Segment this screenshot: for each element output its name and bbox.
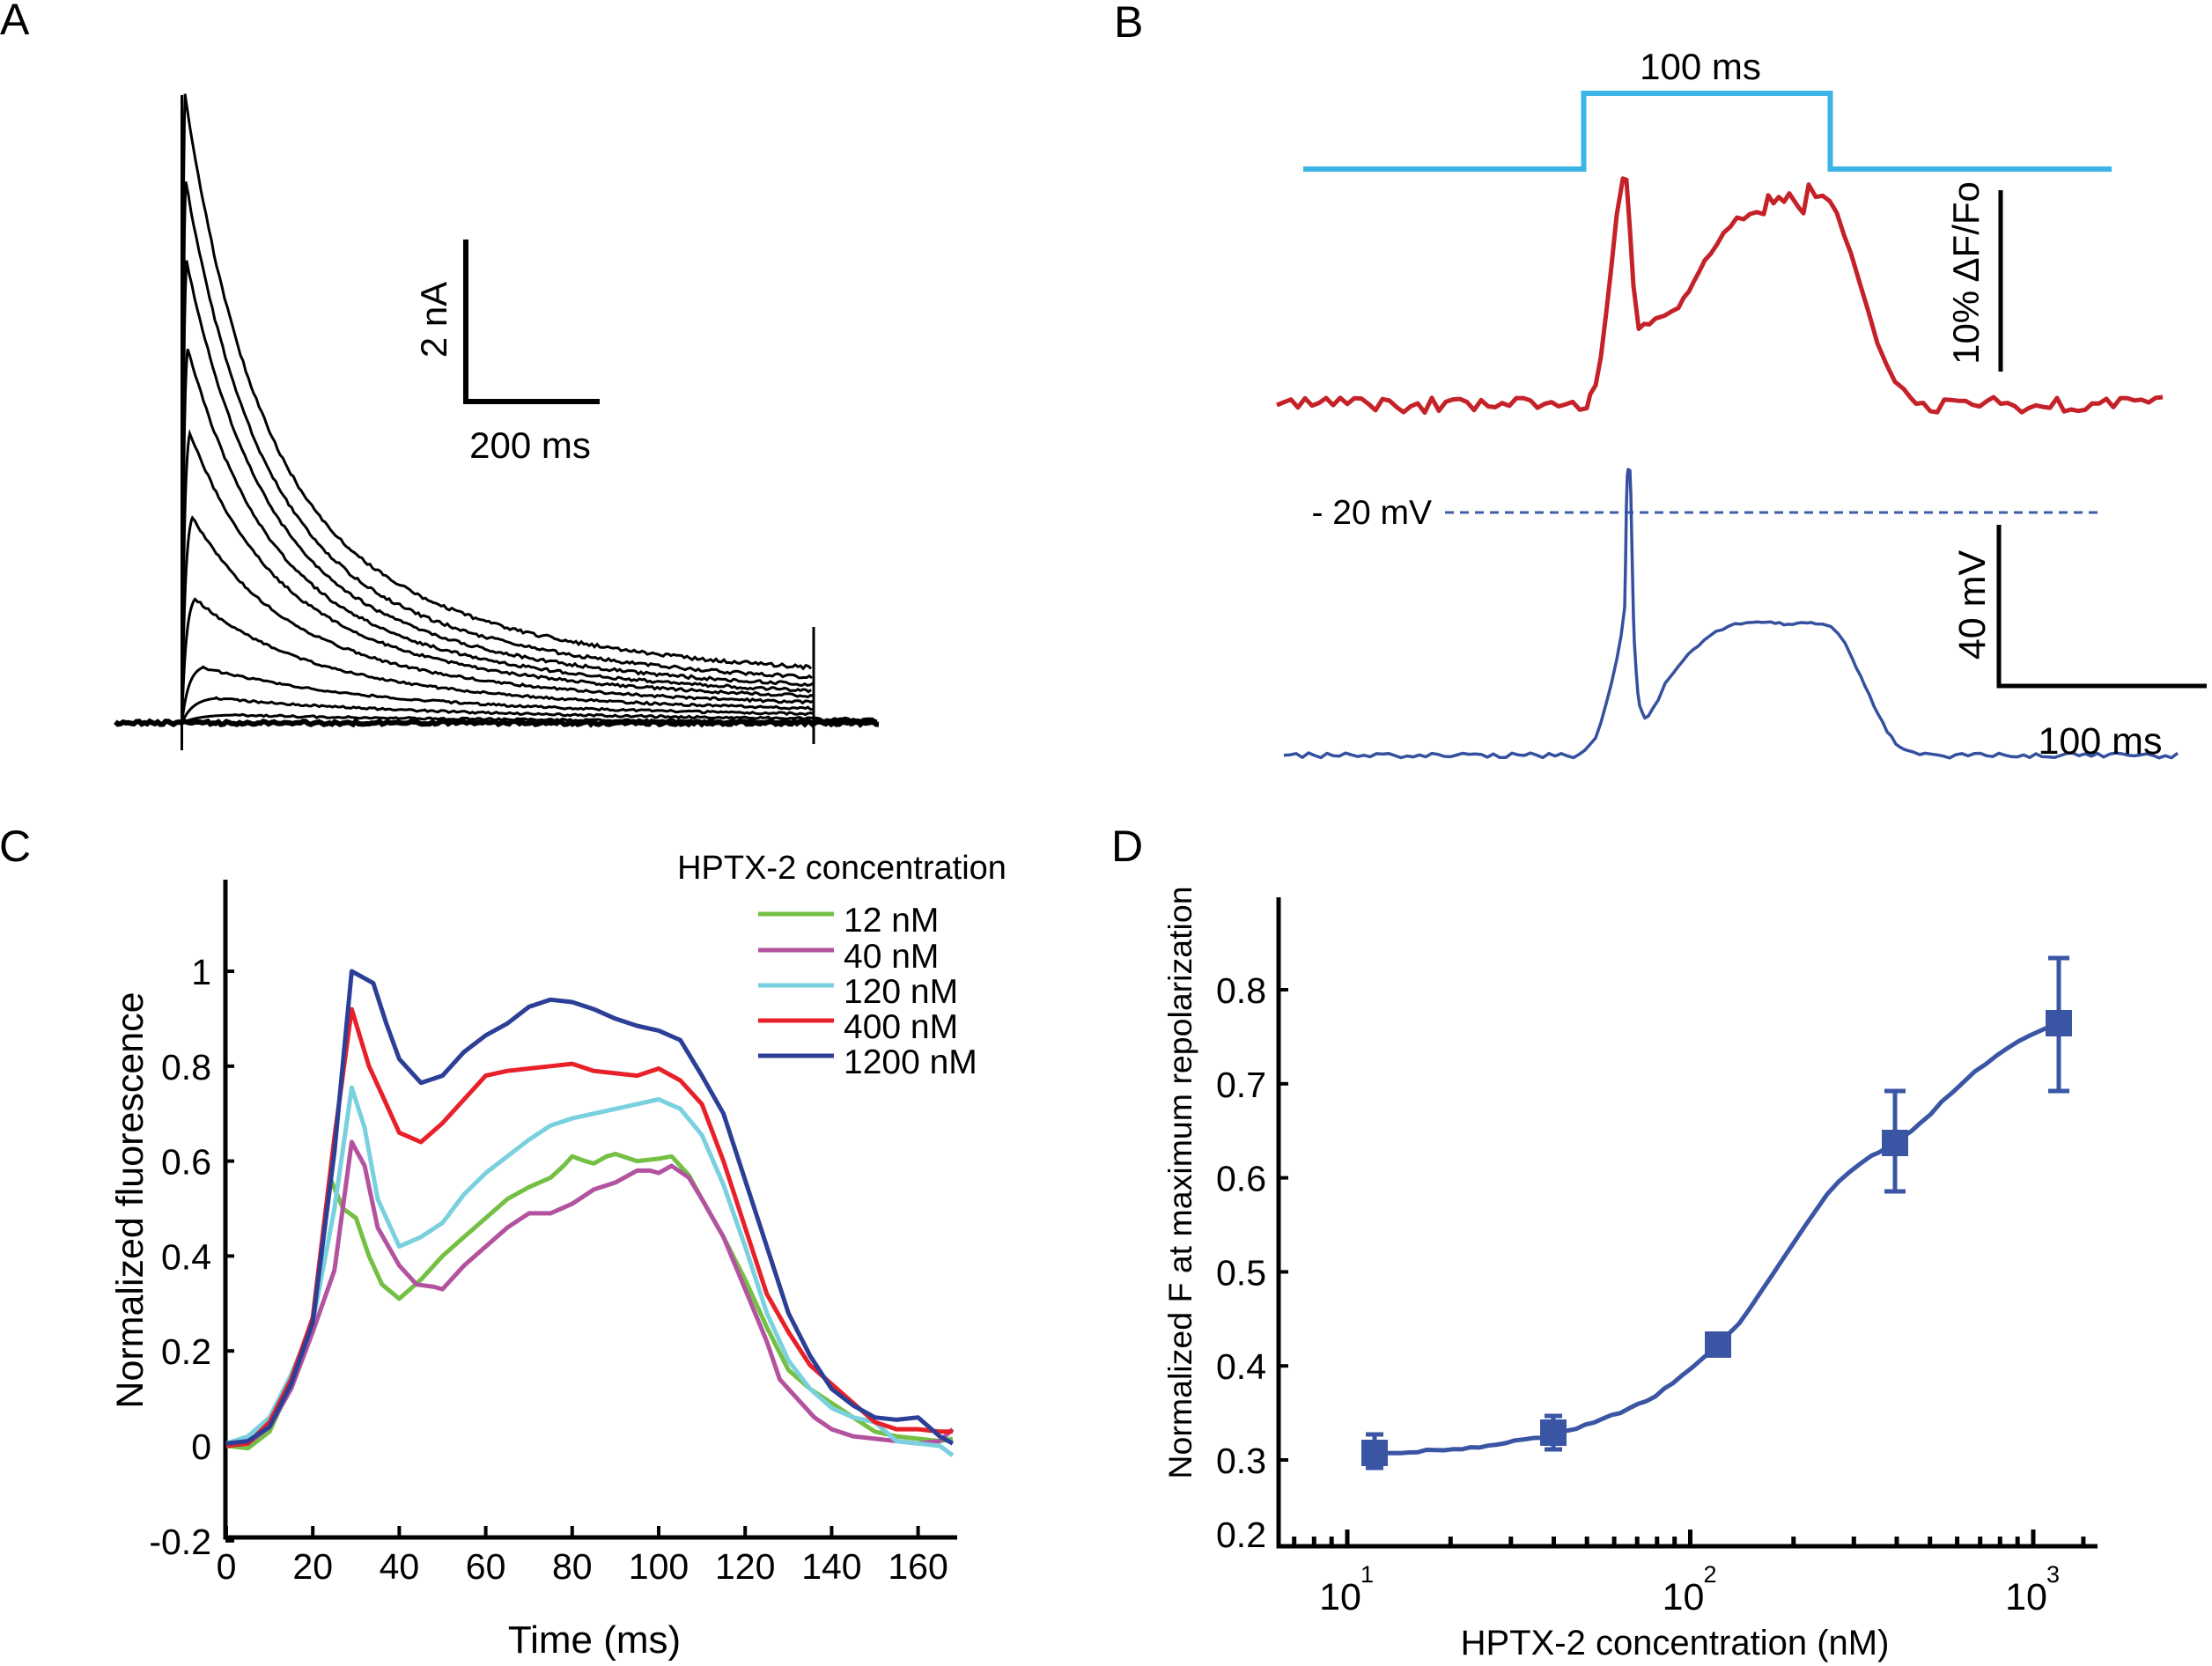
svg-text:-0.2: -0.2 <box>149 1522 211 1562</box>
svg-text:1200 nM: 1200 nM <box>844 1043 977 1081</box>
svg-text:400 nM: 400 nM <box>844 1008 958 1046</box>
svg-text:HPTX-2 concentration (nM): HPTX-2 concentration (nM) <box>1461 1624 1890 1662</box>
svg-text:A: A <box>0 0 30 44</box>
svg-text:B: B <box>1114 0 1143 47</box>
svg-text:0: 0 <box>191 1426 211 1467</box>
svg-text:0.4: 0.4 <box>161 1236 211 1277</box>
svg-text:200 ms: 200 ms <box>469 424 591 466</box>
svg-text:100: 100 <box>629 1546 689 1587</box>
svg-text:2 nA: 2 nA <box>413 282 454 358</box>
svg-text:3: 3 <box>2046 1561 2060 1588</box>
svg-text:Normalized F at maximum repola: Normalized F at maximum repolarization <box>1161 886 1198 1478</box>
svg-text:0.7: 0.7 <box>1216 1065 1266 1105</box>
svg-text:D: D <box>1111 822 1143 871</box>
svg-text:1: 1 <box>1360 1561 1374 1588</box>
svg-text:0.5: 0.5 <box>1216 1252 1266 1293</box>
svg-text:40 mV: 40 mV <box>1951 550 1994 660</box>
svg-text:C: C <box>0 822 31 871</box>
svg-text:10: 10 <box>2005 1576 2047 1618</box>
svg-text:40 nM: 40 nM <box>844 938 939 976</box>
svg-text:0.3: 0.3 <box>1216 1441 1266 1481</box>
svg-text:HPTX-2 concentration: HPTX-2 concentration <box>677 850 1006 887</box>
svg-text:0.2: 0.2 <box>161 1331 211 1372</box>
svg-text:10: 10 <box>1663 1576 1705 1618</box>
svg-text:10: 10 <box>1319 1576 1361 1618</box>
svg-text:0.6: 0.6 <box>161 1142 211 1183</box>
svg-text:0.4: 0.4 <box>1216 1346 1266 1387</box>
svg-text:0.8: 0.8 <box>161 1047 211 1087</box>
svg-text:1: 1 <box>191 952 211 992</box>
svg-text:60: 60 <box>466 1546 506 1587</box>
svg-text:80: 80 <box>552 1546 593 1587</box>
svg-text:160: 160 <box>888 1546 947 1587</box>
svg-text:2: 2 <box>1704 1561 1717 1588</box>
svg-text:Normalized fluorescence: Normalized fluorescence <box>109 991 151 1408</box>
svg-text:Time (ms): Time (ms) <box>508 1618 681 1662</box>
svg-text:100 ms: 100 ms <box>1640 46 1761 87</box>
svg-text:0.8: 0.8 <box>1216 970 1266 1011</box>
svg-text:120 nM: 120 nM <box>844 973 958 1011</box>
svg-text:0: 0 <box>217 1546 237 1587</box>
svg-text:120: 120 <box>715 1546 775 1587</box>
svg-text:20: 20 <box>292 1546 333 1587</box>
svg-text:10% ΔF/Fo: 10% ΔF/Fo <box>1945 181 1987 365</box>
svg-text:0.6: 0.6 <box>1216 1159 1266 1199</box>
svg-text:12 nM: 12 nM <box>844 902 939 940</box>
svg-text:0.2: 0.2 <box>1216 1515 1266 1555</box>
svg-text:100 ms: 100 ms <box>2038 720 2162 763</box>
svg-text:- 20 mV: - 20 mV <box>1311 494 1432 532</box>
svg-text:140: 140 <box>801 1546 861 1587</box>
svg-text:40: 40 <box>380 1546 420 1587</box>
